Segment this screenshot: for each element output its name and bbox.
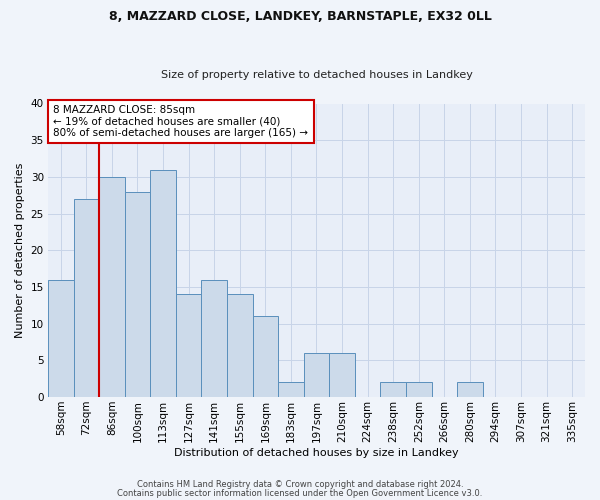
Bar (329, 353, 355, 397)
Bar (202, 280, 227, 397)
Text: 8 MAZZARD CLOSE: 85sqm
← 19% of detached houses are smaller (40)
80% of semi-det: 8 MAZZARD CLOSE: 85sqm ← 19% of detached… (53, 105, 308, 138)
Bar (457, 382, 483, 397)
Title: Size of property relative to detached houses in Landkey: Size of property relative to detached ho… (161, 70, 472, 81)
Bar (125, 192, 150, 397)
Bar (380, 382, 406, 397)
Bar (99, 177, 125, 397)
Bar (48, 280, 74, 397)
Bar (406, 382, 431, 397)
Text: Contains HM Land Registry data © Crown copyright and database right 2024.: Contains HM Land Registry data © Crown c… (137, 480, 463, 489)
Bar (304, 353, 329, 397)
Bar (278, 382, 304, 397)
Text: 8, MAZZARD CLOSE, LANDKEY, BARNSTAPLE, EX32 0LL: 8, MAZZARD CLOSE, LANDKEY, BARNSTAPLE, E… (109, 10, 491, 23)
Bar (150, 170, 176, 397)
X-axis label: Distribution of detached houses by size in Landkey: Distribution of detached houses by size … (174, 448, 459, 458)
Y-axis label: Number of detached properties: Number of detached properties (15, 162, 25, 338)
Bar (253, 316, 278, 397)
Bar (227, 294, 253, 397)
Bar (74, 199, 99, 397)
Text: Contains public sector information licensed under the Open Government Licence v3: Contains public sector information licen… (118, 488, 482, 498)
Bar (176, 294, 202, 397)
